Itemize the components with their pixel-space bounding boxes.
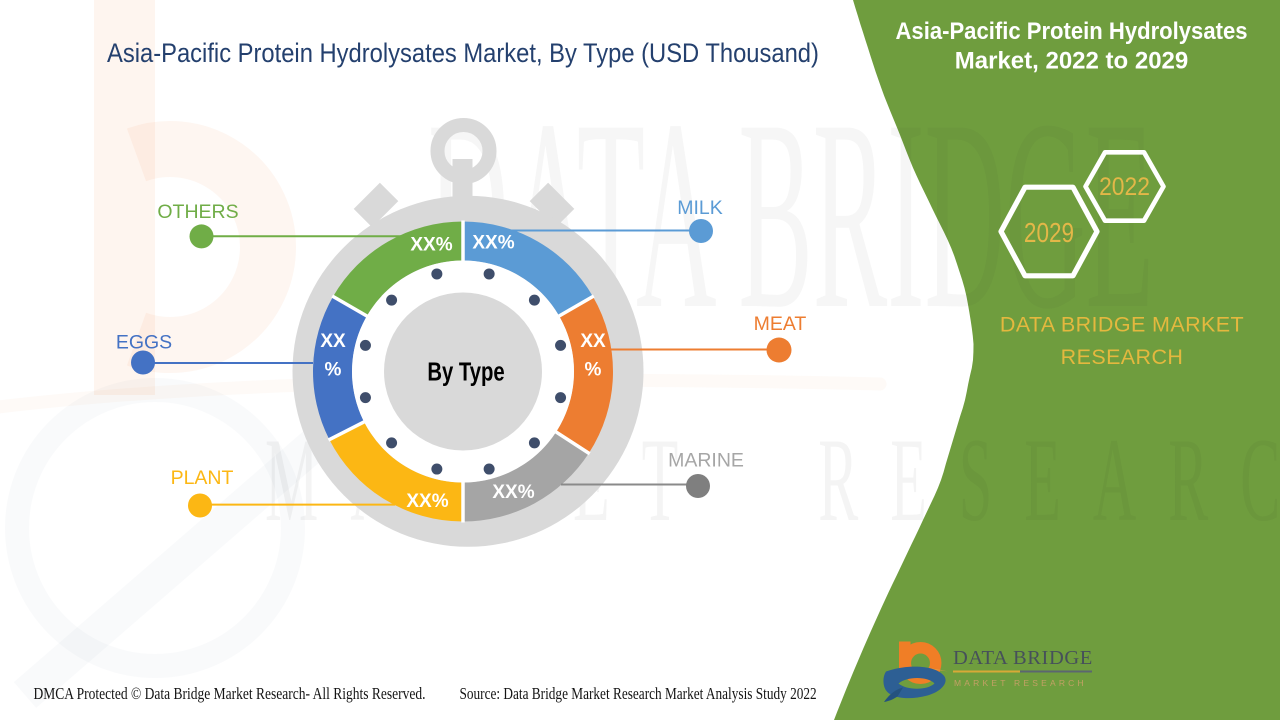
- svg-text:XX%: XX%: [472, 233, 514, 254]
- svg-text:Asia-Pacific Protein Hydrolysa: Asia-Pacific Protein Hydrolysates: [895, 17, 1247, 44]
- svg-text:DATA BRIDGE: DATA BRIDGE: [953, 647, 1093, 669]
- svg-text:By Type: By Type: [427, 357, 504, 386]
- svg-text:XX%: XX%: [492, 482, 534, 503]
- svg-text:MARKET RESEARCH: MARKET RESEARCH: [954, 678, 1087, 688]
- svg-text:Source: Data Bridge Market Res: Source: Data Bridge Market Research Mark…: [460, 685, 817, 704]
- svg-text:MEAT: MEAT: [754, 313, 807, 335]
- svg-text:%: %: [585, 360, 602, 381]
- svg-text:XX: XX: [320, 331, 346, 352]
- svg-text:2022: 2022: [1099, 173, 1150, 201]
- svg-text:2029: 2029: [1024, 218, 1074, 249]
- svg-text:Market, 2022 to 2029: Market, 2022 to 2029: [955, 48, 1188, 75]
- svg-text:MARINE: MARINE: [668, 450, 744, 472]
- svg-text:%: %: [325, 360, 342, 381]
- svg-text:DMCA Protected © Data Bridge M: DMCA Protected © Data Bridge Market Rese…: [34, 685, 426, 704]
- svg-text:EGGS: EGGS: [116, 332, 172, 354]
- svg-text:XX%: XX%: [406, 491, 448, 512]
- svg-text:DATA BRIDGE MARKET: DATA BRIDGE MARKET: [1000, 313, 1244, 337]
- svg-text:XX: XX: [580, 331, 606, 352]
- svg-text:PLANT: PLANT: [171, 467, 234, 489]
- svg-text:OTHERS: OTHERS: [157, 201, 238, 223]
- svg-text:Asia-Pacific Protein Hydrolysa: Asia-Pacific Protein Hydrolysates Market…: [107, 39, 819, 69]
- svg-text:XX%: XX%: [410, 235, 452, 256]
- svg-text:MILK: MILK: [677, 197, 723, 219]
- svg-text:RESEARCH: RESEARCH: [1061, 345, 1184, 369]
